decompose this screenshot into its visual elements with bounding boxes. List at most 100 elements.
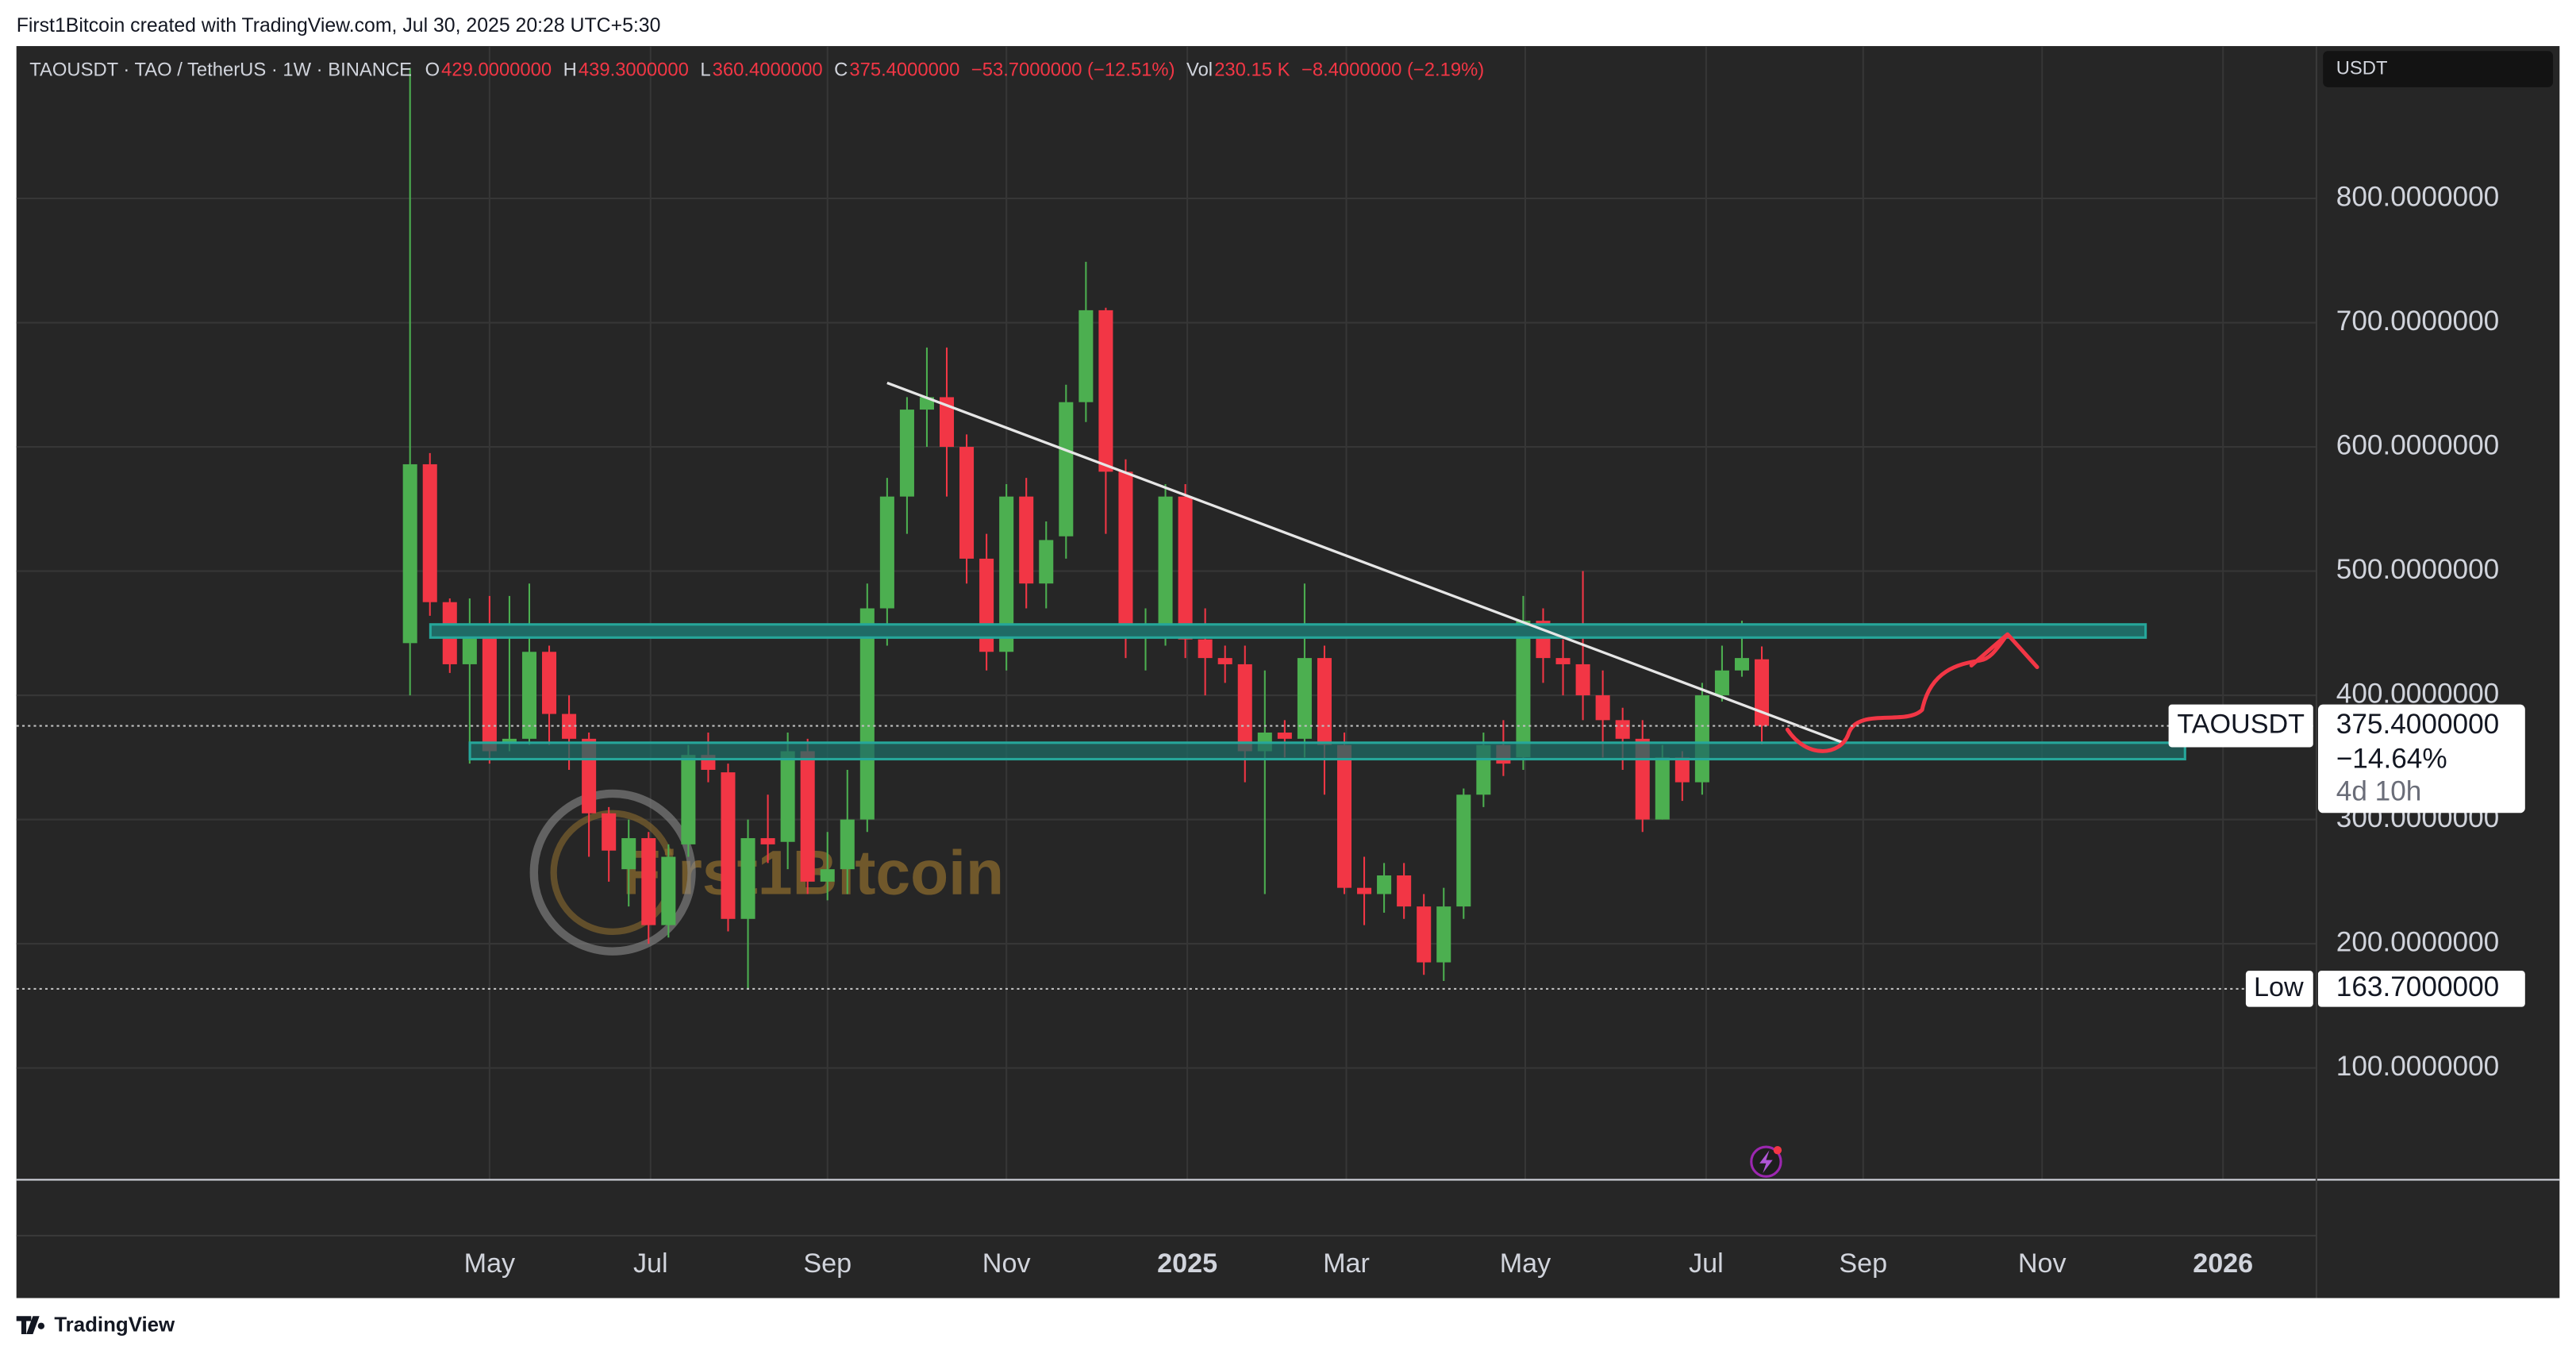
events-icon-bolt — [1759, 1150, 1773, 1174]
candle-body — [1595, 695, 1610, 721]
currency: USDT — [2336, 57, 2388, 79]
grid — [16, 46, 2316, 1180]
low-value-box — [2317, 971, 2525, 1007]
candle-body — [542, 652, 557, 714]
y-tick-label: 800.0000000 — [2336, 181, 2499, 212]
x-tick-label: Nov — [2018, 1248, 2067, 1279]
candle-body — [939, 397, 955, 448]
x-tick-label: Jul — [1689, 1248, 1724, 1279]
candle-body — [1357, 887, 1372, 894]
symbol-label: TAOUSDT — [2177, 710, 2305, 740]
candle-body — [1575, 664, 1590, 696]
candle-body — [1059, 402, 1074, 537]
candle-body — [1555, 658, 1571, 664]
watermark-logo — [529, 789, 696, 956]
candle-body — [840, 819, 855, 870]
candle-body — [1755, 659, 1770, 726]
candle-body — [1436, 906, 1451, 963]
low-name-box — [2245, 971, 2313, 1007]
legend-vol: 230.15 K — [1214, 59, 1290, 80]
last-price: 375.4000000 — [2336, 709, 2499, 740]
x-tick-label: May — [464, 1248, 515, 1279]
candle-body — [800, 751, 815, 882]
candle-body — [1734, 658, 1750, 671]
legend-symbol: TAOUSDT · TAO / TetherUS · 1W · BINANCE — [29, 59, 412, 80]
legend-l: 360.4000000 — [713, 59, 823, 80]
candle-body — [1277, 733, 1292, 739]
candle-body — [959, 447, 975, 559]
legend-o-label: O — [425, 59, 440, 80]
y-tick-label: 600.0000000 — [2336, 429, 2499, 460]
candle-body — [721, 772, 736, 919]
candle-body — [1158, 496, 1173, 627]
x-tick-label: 2026 — [2193, 1248, 2253, 1279]
x-tick-label: 2025 — [1157, 1248, 1217, 1279]
candle-body — [621, 838, 636, 870]
credit: First1Bitcoin created with TradingView.c… — [17, 15, 661, 37]
candle-body — [1336, 744, 1352, 888]
y-tick-label: 700.0000000 — [2336, 306, 2499, 337]
candle-body — [820, 869, 835, 882]
candle-body — [740, 838, 755, 919]
candle-body — [1397, 875, 1412, 907]
x-tick-label: May — [1500, 1248, 1551, 1279]
candle-body — [1118, 471, 1133, 633]
candle-body — [502, 738, 517, 743]
candle-body — [1655, 757, 1670, 820]
events-icon-dot — [1773, 1146, 1782, 1155]
legend-h: 439.3000000 — [579, 59, 689, 80]
projection-arrow — [1785, 632, 2040, 753]
y-tick-label: 200.0000000 — [2336, 926, 2499, 957]
bar-countdown: 4d 10h — [2336, 776, 2422, 807]
candle-body — [780, 751, 795, 842]
candle-body — [1694, 695, 1709, 783]
candle-body — [1039, 540, 1054, 584]
drawings — [429, 381, 2186, 761]
x-tick-label: Jul — [633, 1248, 668, 1279]
candle-body — [1317, 658, 1332, 745]
candle-body — [1516, 621, 1531, 758]
candle-body — [1198, 639, 1213, 659]
axes: 100.0000000200.0000000300.0000000400.000… — [16, 181, 2525, 1279]
candle-body — [1237, 664, 1252, 752]
candle-body — [1217, 658, 1232, 664]
candle-body — [1417, 906, 1432, 963]
x-tick-label: Sep — [1839, 1248, 1887, 1279]
footer: TradingView — [54, 1314, 175, 1337]
candle-body — [1456, 794, 1471, 907]
candle-body — [1098, 310, 1113, 472]
y-tick-label: 100.0000000 — [2336, 1051, 2499, 1082]
legend-c: 375.4000000 — [849, 59, 959, 80]
candle-body — [641, 838, 656, 925]
y-tick-label: 500.0000000 — [2336, 554, 2499, 585]
currency-box — [2323, 51, 2554, 87]
candle-body — [879, 496, 894, 609]
candle-body — [899, 410, 914, 497]
legend-l-label: L — [700, 59, 710, 80]
trendline — [886, 381, 1844, 744]
legend-vol-label: Vol — [1186, 59, 1213, 80]
low-value: 163.7000000 — [2336, 971, 2499, 1002]
last-change: −14.64% — [2336, 743, 2447, 774]
symbol-label-box — [2168, 704, 2313, 748]
candle-body — [1674, 757, 1690, 783]
candle-body — [521, 652, 536, 739]
low-name: Low — [2254, 972, 2304, 1002]
legend: TAOUSDT · TAO / TetherUS · 1W · BINANCE … — [29, 59, 1484, 80]
resistance-zone — [429, 623, 2147, 639]
y-tick-label: 400.0000000 — [2336, 678, 2499, 709]
legend-change: −53.7000000 (−12.51%) — [971, 59, 1175, 80]
x-tick-label: Mar — [1323, 1248, 1370, 1279]
candle-body — [1297, 658, 1312, 739]
candle-body — [422, 464, 437, 602]
legend-c-label: C — [834, 59, 848, 80]
legend-o: 429.0000000 — [441, 59, 552, 80]
candle-body — [1078, 310, 1094, 402]
support-zone — [468, 741, 2186, 761]
candle-body — [1019, 496, 1034, 584]
tradingview-logo — [16, 1316, 44, 1335]
candle-body — [859, 608, 875, 820]
candle-body — [402, 464, 417, 644]
